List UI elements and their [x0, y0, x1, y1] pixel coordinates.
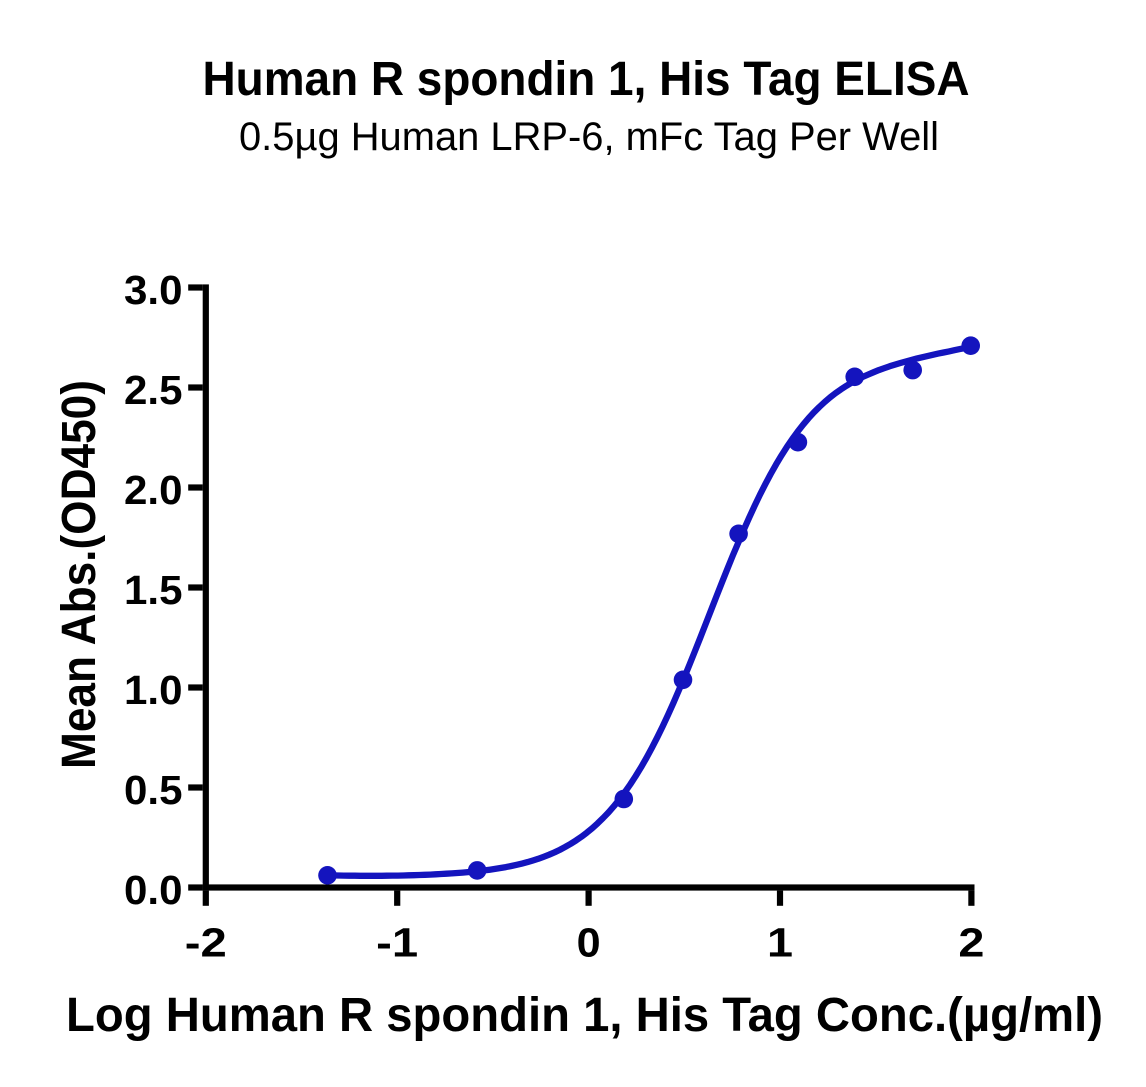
svg-text:1.0: 1.0 [124, 667, 183, 713]
svg-text:0.5: 0.5 [124, 767, 183, 813]
svg-text:1: 1 [767, 919, 793, 965]
svg-text:Mean Abs.(OD450): Mean Abs.(OD450) [52, 380, 106, 769]
svg-text:2.5: 2.5 [124, 367, 183, 413]
svg-text:-2: -2 [185, 919, 227, 965]
svg-text:0: 0 [577, 919, 601, 965]
svg-text:1.5: 1.5 [124, 567, 183, 613]
svg-text:-1: -1 [376, 919, 418, 965]
svg-text:0.5µg Human LRP-6, mFc Tag Per: 0.5µg Human LRP-6, mFc Tag Per Well [239, 115, 939, 159]
svg-text:Human R spondin 1, His Tag ELI: Human R spondin 1, His Tag ELISA [203, 53, 970, 106]
svg-text:3.0: 3.0 [124, 267, 183, 313]
svg-text:2.0: 2.0 [124, 467, 183, 513]
svg-text:Log Human R spondin 1, His Tag: Log Human R spondin 1, His Tag Conc.(µg/… [66, 989, 1103, 1042]
svg-text:0.0: 0.0 [124, 867, 183, 913]
svg-text:2: 2 [958, 919, 984, 965]
